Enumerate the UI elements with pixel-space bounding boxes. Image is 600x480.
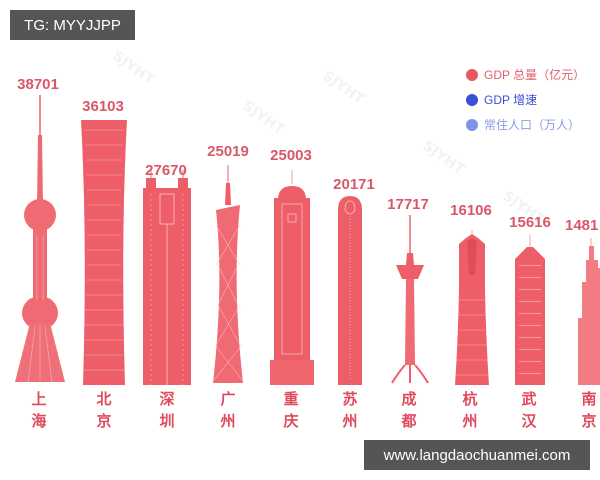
city-label-hangzhou: 杭州: [462, 390, 478, 430]
watermark: SJYHT: [109, 48, 158, 88]
value-label-chongqing: 25003: [270, 147, 312, 164]
bar-wuhan-tower: [515, 235, 545, 385]
bar-beijing-china-zun: [81, 120, 127, 385]
value-label-nanjing: 1481: [565, 217, 599, 234]
watermark: SJYHT: [319, 68, 368, 108]
bar-shanghai-pearl-tower: [15, 95, 65, 383]
city-label-shanghai: 上海: [31, 390, 47, 430]
url-watermark-badge: www.langdaochuanmei.com: [364, 440, 590, 470]
bar-chongqing-tower: [270, 170, 314, 385]
value-label-hangzhou: 16106: [450, 202, 492, 219]
watermark: SJYHT: [419, 138, 468, 178]
city-label-chengdu: 成都: [401, 390, 417, 430]
legend-item-gdp-total: GDP 总量（亿元）: [466, 62, 585, 87]
value-label-wuhan: 15616: [509, 214, 551, 231]
city-label-chongqing: 重庆: [283, 390, 299, 430]
tg-watermark-badge: TG: MYYJJPP: [10, 10, 135, 40]
value-label-shenzhen: 27670: [145, 162, 187, 179]
blue-dot-icon: [466, 93, 478, 106]
light-blue-dot-icon: [466, 118, 478, 131]
bar-chengdu-tower: [391, 215, 429, 384]
chart-legend: GDP 总量（亿元） GDP 增速 常住人口（万人）: [466, 62, 585, 137]
value-label-beijing: 36103: [82, 98, 124, 115]
value-label-shanghai: 38701: [17, 76, 59, 93]
bar-shenzhen-tower: [143, 170, 191, 385]
city-label-beijing: 北京: [96, 390, 112, 430]
legend-item-gdp-growth: GDP 增速: [466, 87, 585, 112]
red-dot-icon: [466, 68, 478, 81]
city-label-guangzhou: 广州: [220, 390, 236, 430]
city-label-suzhou: 苏州: [342, 390, 358, 430]
value-label-chengdu: 17717: [387, 196, 429, 213]
city-label-wuhan: 武汉: [521, 390, 537, 430]
city-label-shenzhen: 深圳: [159, 390, 175, 430]
legend-label: 常住人口（万人）: [484, 118, 581, 132]
value-label-suzhou: 20171: [333, 176, 375, 193]
legend-item-population: 常住人口（万人）: [466, 112, 585, 137]
legend-label: GDP 总量（亿元）: [484, 68, 586, 82]
value-label-guangzhou: 25019: [207, 143, 249, 160]
watermark: SJYHT: [239, 98, 288, 138]
city-label-nanjing: 南京: [581, 390, 597, 430]
bar-nanjing-tower: [578, 238, 600, 385]
legend-label: GDP 增速: [484, 93, 538, 107]
bar-hangzhou-tower: [455, 230, 489, 385]
bar-suzhou-tower: [338, 196, 362, 385]
bar-guangzhou-canton-tower: [213, 165, 243, 383]
